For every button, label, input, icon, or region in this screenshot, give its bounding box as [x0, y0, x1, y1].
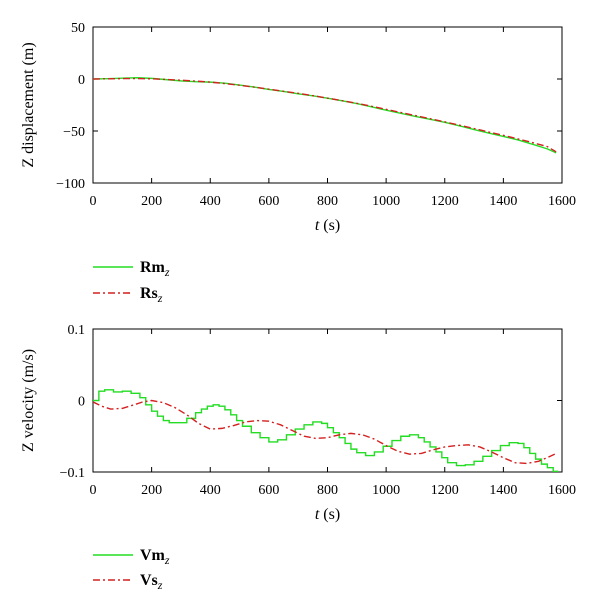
x-tick-label: 1600: [548, 483, 576, 498]
x-tick-label: 1000: [372, 194, 400, 209]
plot-frame: [92, 26, 563, 184]
series-line-vsz: [93, 399, 557, 465]
y-tick-label: −0.1: [60, 466, 85, 481]
y-tick-label: 50: [71, 21, 85, 36]
x-tick-label: 800: [317, 194, 338, 209]
y-tick-label: 0: [78, 73, 85, 88]
series-line-rsz: [93, 77, 557, 153]
x-tick-label: 0: [90, 483, 97, 498]
legend-label: Vsz: [140, 572, 163, 592]
y-axis-label: Z velocity (m/s): [20, 349, 37, 452]
x-tick-label: 0: [90, 194, 97, 209]
velocity-chart: 0 200 400 600 800 1000 1200 1400 1600 0.1 0 −0.1 t (…: [20, 323, 576, 592]
x-tick-label: 400: [200, 483, 221, 498]
y-tick-label: 0.1: [68, 323, 86, 338]
x-tick-label: 1000: [372, 483, 400, 498]
y-tick-label: −50: [63, 125, 85, 140]
legend-label: Rsz: [140, 285, 163, 305]
x-tick-label: 1600: [548, 194, 576, 209]
x-tick-label: 1400: [489, 483, 517, 498]
x-tick-label: 400: [200, 194, 221, 209]
displacement-chart: 0 200 400 600 800 1000 1200 1400 1600 50 0 −50 −100 t…: [20, 21, 576, 305]
x-axis-label: t (s): [315, 217, 340, 234]
y-axis-label: Z displacement (m): [20, 42, 37, 167]
legend-label: Vmz: [140, 547, 170, 567]
legend-label: Rmz: [140, 259, 170, 279]
x-tick-label: 600: [258, 194, 279, 209]
x-tick-label: 200: [141, 194, 162, 209]
x-tick-label: 200: [141, 483, 162, 498]
y-tick-label: 0: [78, 395, 85, 410]
x-tick-label: 1200: [431, 483, 459, 498]
x-tick-label: 1200: [431, 194, 459, 209]
x-tick-label: 1400: [489, 194, 517, 209]
x-tick-label: 800: [317, 483, 338, 498]
x-axis-label: t (s): [315, 506, 340, 523]
y-tick-label: −100: [56, 177, 85, 192]
x-tick-label: 600: [258, 483, 279, 498]
series-line-vmz: [93, 389, 559, 472]
series-line-rmz: [93, 77, 557, 154]
